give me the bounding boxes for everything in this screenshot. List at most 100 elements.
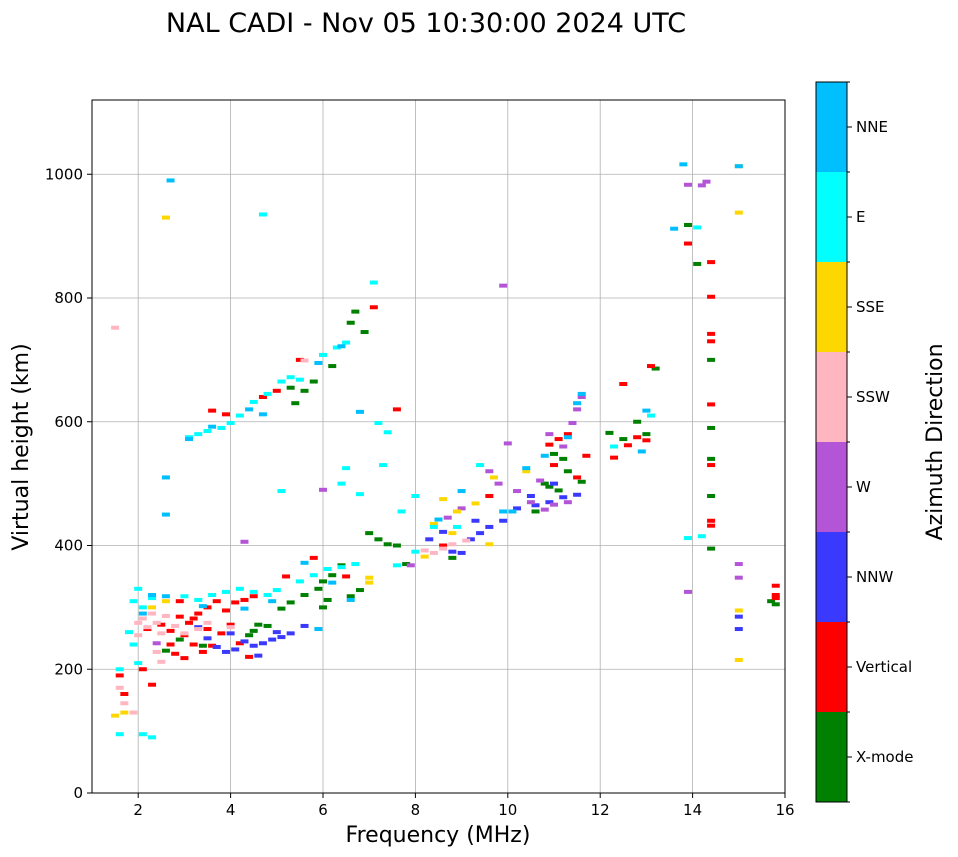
y-axis-label: Virtual height (km) xyxy=(9,343,34,550)
point-x-mode xyxy=(346,320,355,325)
point-vertical xyxy=(707,260,716,265)
point-ssw xyxy=(194,627,203,632)
point-x-mode xyxy=(563,469,572,474)
point-w xyxy=(683,589,692,594)
point-nnw xyxy=(300,623,309,628)
point-e xyxy=(397,509,406,514)
point-e xyxy=(610,444,619,449)
point-vertical xyxy=(369,305,378,310)
point-ssw xyxy=(462,538,471,543)
point-ssw xyxy=(157,659,166,664)
point-vertical xyxy=(258,395,267,399)
point-nnw xyxy=(268,637,277,642)
point-sse xyxy=(448,531,457,536)
point-e xyxy=(429,524,438,529)
point-ssw xyxy=(448,542,457,547)
point-vertical xyxy=(683,241,692,246)
point-sse xyxy=(111,713,120,718)
point-e xyxy=(138,605,147,610)
point-x-mode xyxy=(633,419,642,424)
point-e xyxy=(411,549,420,554)
point-vertical xyxy=(485,494,494,498)
point-e xyxy=(148,735,157,740)
point-nnw xyxy=(249,643,258,648)
point-e xyxy=(683,536,692,541)
point-vertical xyxy=(550,463,558,468)
point-nnw xyxy=(734,614,743,619)
point-nnw xyxy=(272,630,281,635)
point-x-mode xyxy=(286,600,295,605)
point-vertical xyxy=(249,594,258,599)
point-e xyxy=(148,596,157,601)
point-vertical xyxy=(610,455,619,460)
point-nne xyxy=(161,594,170,599)
point-nne xyxy=(208,424,217,429)
point-e xyxy=(277,379,286,384)
point-vertical xyxy=(633,435,642,440)
point-vertical xyxy=(198,649,207,654)
point-nne xyxy=(346,597,355,602)
point-nnw xyxy=(559,495,568,500)
colorbar-swatch-vertical xyxy=(816,622,847,712)
point-x-mode xyxy=(355,588,364,593)
colorbar-label-nne: NNE xyxy=(856,118,888,136)
y-tick-label: 400 xyxy=(54,537,83,555)
point-e xyxy=(129,599,138,604)
point-e xyxy=(476,463,485,468)
point-sse xyxy=(734,657,743,662)
point-w xyxy=(683,182,692,187)
point-w xyxy=(559,444,568,449)
point-w xyxy=(485,469,494,474)
point-e xyxy=(319,352,327,357)
x-tick-label: 10 xyxy=(498,801,517,819)
point-w xyxy=(697,183,706,188)
point-vertical xyxy=(157,622,166,627)
point-e xyxy=(134,661,143,666)
point-nnw xyxy=(212,644,221,649)
point-x-mode xyxy=(328,573,337,578)
point-w xyxy=(702,179,711,184)
point-x-mode xyxy=(605,430,614,435)
point-e xyxy=(235,586,244,591)
point-x-mode xyxy=(314,586,323,591)
point-vertical xyxy=(115,673,124,678)
colorbar-frame xyxy=(815,81,848,803)
point-nne xyxy=(328,580,337,585)
point-nne xyxy=(161,475,170,480)
point-vertical xyxy=(623,443,632,448)
point-e xyxy=(295,377,304,382)
point-w xyxy=(573,407,582,412)
point-vertical xyxy=(309,555,318,560)
point-x-mode xyxy=(309,379,318,384)
x-axis-label: Frequency (MHz) xyxy=(346,823,531,848)
point-nne xyxy=(337,344,346,349)
colorbar-swatch-sse xyxy=(816,262,847,352)
point-nnw xyxy=(258,641,267,646)
point-x-mode xyxy=(365,531,374,536)
colorbar-label-w: W xyxy=(856,478,871,496)
x-tick-label: 8 xyxy=(411,801,421,819)
point-vertical xyxy=(582,453,591,458)
point-nne xyxy=(563,435,572,440)
point-e xyxy=(693,225,702,230)
point-vertical xyxy=(120,692,129,696)
point-vertical xyxy=(148,682,157,687)
point-w xyxy=(550,502,558,507)
point-e xyxy=(194,432,203,437)
point-x-mode xyxy=(300,388,309,393)
point-sse xyxy=(420,554,429,559)
point-x-mode xyxy=(448,555,457,560)
point-e xyxy=(208,593,217,597)
point-ssw xyxy=(143,625,152,630)
point-vertical xyxy=(175,614,184,619)
point-e xyxy=(379,463,388,468)
point-e xyxy=(332,345,341,350)
point-vertical xyxy=(392,407,401,412)
point-ssw xyxy=(157,631,166,636)
point-x-mode xyxy=(323,597,332,602)
point-x-mode xyxy=(559,456,568,461)
point-x-mode xyxy=(554,488,563,493)
point-nne xyxy=(508,509,517,514)
